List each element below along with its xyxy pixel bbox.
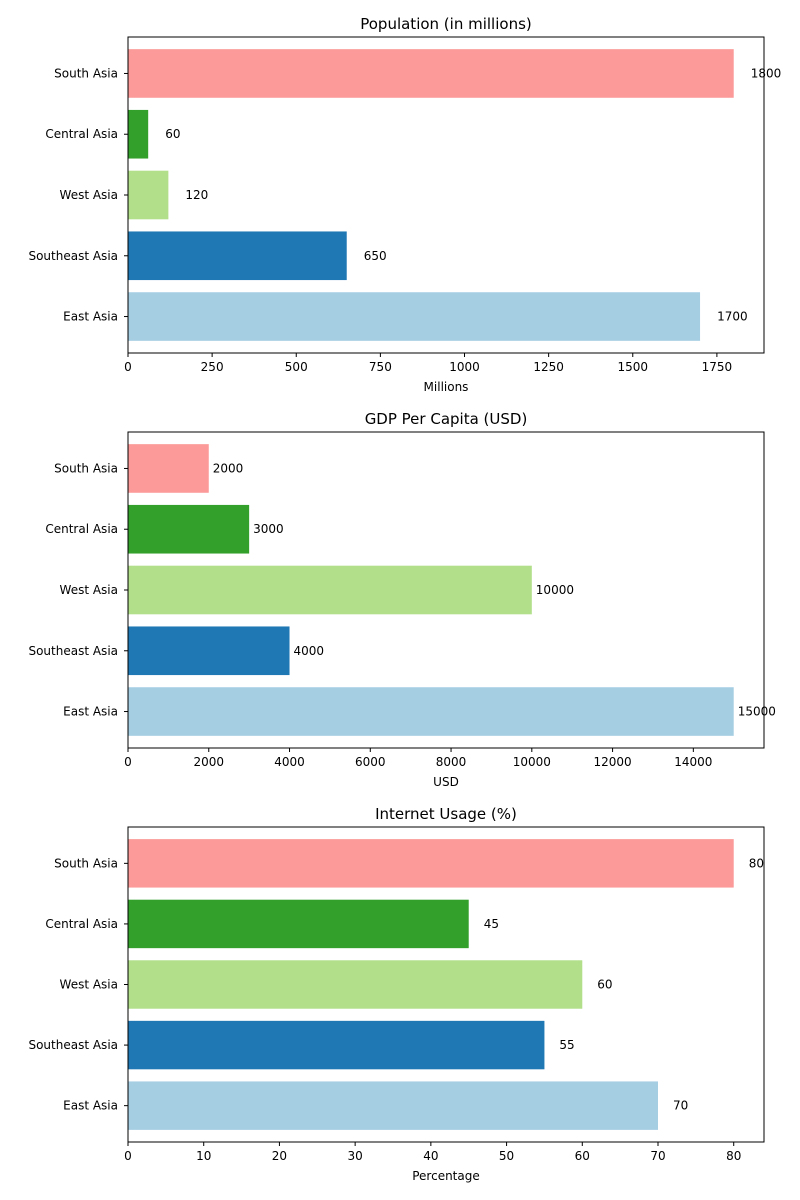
x-tick-label: 60 xyxy=(575,1149,590,1163)
value-label: 70 xyxy=(673,1099,688,1113)
value-label: 60 xyxy=(597,978,612,992)
value-label: 4000 xyxy=(294,644,325,658)
value-label: 1800 xyxy=(751,66,782,80)
plot-frame xyxy=(127,431,765,749)
x-tick-label: 10 xyxy=(196,1149,211,1163)
x-tick-label: 1000 xyxy=(449,360,480,374)
value-label: 60 xyxy=(165,127,180,141)
chart-panel-2: GDP Per Capita (USD) East Asia 15000 Southe… xyxy=(28,410,775,789)
bar-west-asia xyxy=(128,565,532,615)
bar-west-asia xyxy=(128,170,169,220)
y-tick-label: South Asia xyxy=(54,461,118,475)
x-tick-label: 10000 xyxy=(513,755,551,769)
x-axis-label: USD xyxy=(433,775,459,789)
value-label: 80 xyxy=(749,856,764,870)
x-axis-label: Millions xyxy=(424,380,469,394)
x-tick-label: 500 xyxy=(285,360,308,374)
value-label: 55 xyxy=(559,1038,574,1052)
value-label: 45 xyxy=(484,917,499,931)
x-tick-label: 250 xyxy=(201,360,224,374)
x-tick-label: 8000 xyxy=(436,755,467,769)
bar-southeast-asia xyxy=(128,231,347,281)
y-tick-label: West Asia xyxy=(60,978,118,992)
bar-southeast-asia xyxy=(128,626,290,676)
bar-west-asia xyxy=(128,960,583,1009)
x-tick-label: 0 xyxy=(124,755,132,769)
bar-east-asia xyxy=(128,292,701,341)
y-tick-label: Southeast Asia xyxy=(28,644,118,658)
y-tick-label: East Asia xyxy=(63,705,118,719)
x-tick-label: 1750 xyxy=(702,360,733,374)
value-label: 2000 xyxy=(213,461,244,475)
chart-title: GDP Per Capita (USD) xyxy=(365,410,528,428)
y-tick-label: East Asia xyxy=(63,310,118,324)
y-tick-label: West Asia xyxy=(60,188,118,202)
plot-frame xyxy=(127,36,765,354)
value-label: 15000 xyxy=(738,705,776,719)
bar-central-asia xyxy=(128,109,149,159)
y-tick-label: East Asia xyxy=(63,1099,118,1113)
x-tick-label: 0 xyxy=(124,360,132,374)
bar-east-asia xyxy=(128,687,734,736)
x-tick-label: 0 xyxy=(124,1149,132,1163)
value-label: 650 xyxy=(364,249,387,263)
bar-south-asia xyxy=(128,49,734,98)
bar-central-asia xyxy=(128,504,250,554)
x-tick-label: 4000 xyxy=(274,755,305,769)
y-tick-label: Southeast Asia xyxy=(28,1038,118,1052)
chart-title: Internet Usage (%) xyxy=(375,805,517,823)
x-tick-label: 40 xyxy=(423,1149,438,1163)
x-tick-label: 20 xyxy=(272,1149,287,1163)
value-label: 120 xyxy=(185,188,208,202)
bar-south-asia xyxy=(128,839,734,888)
x-tick-label: 14000 xyxy=(674,755,712,769)
value-label: 3000 xyxy=(253,522,284,536)
y-tick-label: South Asia xyxy=(54,66,118,80)
x-tick-label: 1250 xyxy=(533,360,564,374)
x-axis-label: Percentage xyxy=(412,1169,480,1183)
x-tick-label: 750 xyxy=(369,360,392,374)
x-tick-label: 2000 xyxy=(193,755,224,769)
value-label: 1700 xyxy=(717,310,748,324)
bar-south-asia xyxy=(128,444,209,493)
x-tick-label: 30 xyxy=(348,1149,363,1163)
x-tick-label: 6000 xyxy=(355,755,386,769)
chart-panel-3: Internet Usage (%) East Asia 70 Southeast A… xyxy=(28,805,765,1183)
y-tick-label: Central Asia xyxy=(45,917,118,931)
y-tick-label: Central Asia xyxy=(45,127,118,141)
chart-title: Population (in millions) xyxy=(360,15,532,33)
x-tick-label: 50 xyxy=(499,1149,514,1163)
bar-southeast-asia xyxy=(128,1020,545,1070)
bar-central-asia xyxy=(128,899,469,949)
value-label: 10000 xyxy=(536,583,574,597)
x-tick-label: 80 xyxy=(726,1149,741,1163)
plot-frame xyxy=(127,826,765,1143)
y-tick-label: Central Asia xyxy=(45,522,118,536)
chart-panel-1: Population (in millions) East Asia 1700 Sou… xyxy=(28,15,781,394)
y-tick-label: South Asia xyxy=(54,856,118,870)
x-tick-label: 1500 xyxy=(617,360,648,374)
bar-east-asia xyxy=(128,1081,658,1130)
y-tick-label: Southeast Asia xyxy=(28,249,118,263)
x-tick-label: 70 xyxy=(650,1149,665,1163)
x-tick-label: 12000 xyxy=(593,755,631,769)
y-tick-label: West Asia xyxy=(60,583,118,597)
